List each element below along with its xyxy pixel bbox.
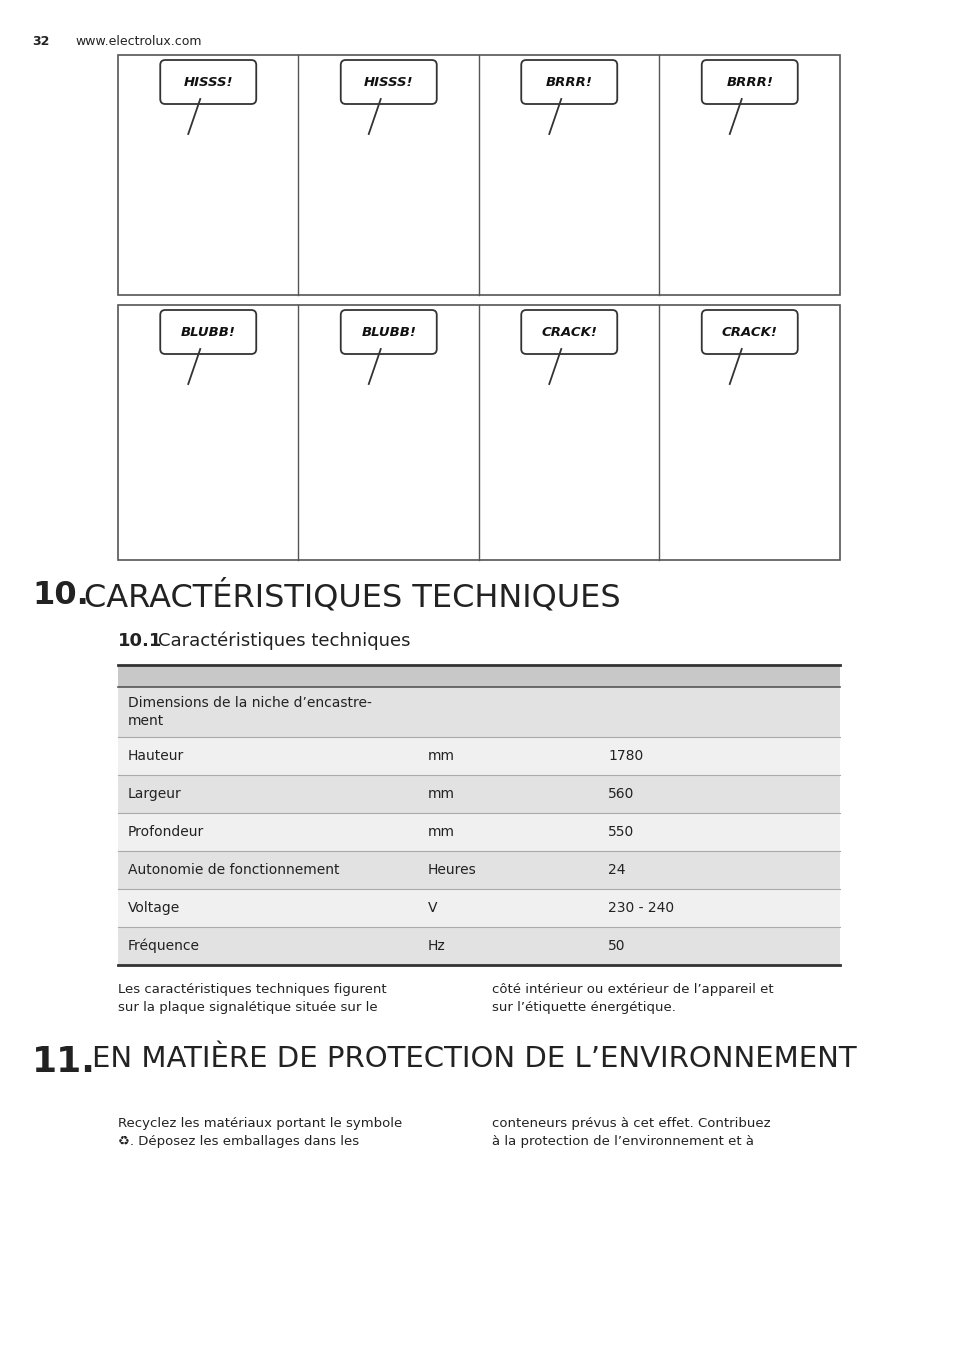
Text: V: V [428,900,437,915]
Text: mm: mm [428,749,455,764]
Text: BRRR!: BRRR! [725,76,772,88]
FancyBboxPatch shape [701,60,797,104]
Text: mm: mm [428,825,455,839]
Text: HISSS!: HISSS! [364,76,413,88]
Text: mm: mm [428,787,455,802]
FancyBboxPatch shape [701,310,797,353]
FancyBboxPatch shape [340,310,436,353]
Text: 10.1: 10.1 [118,632,162,650]
FancyBboxPatch shape [160,60,256,104]
FancyBboxPatch shape [340,60,436,104]
Text: Fréquence: Fréquence [128,938,200,953]
Text: HISSS!: HISSS! [183,76,233,88]
Text: CRACK!: CRACK! [721,325,777,338]
Bar [118,665,840,686]
FancyBboxPatch shape [520,60,617,104]
FancyBboxPatch shape [520,310,617,353]
Bar [118,812,840,852]
Text: Hauteur: Hauteur [128,749,184,764]
Text: 10.: 10. [32,580,89,611]
Text: EN MATIÈRE DE PROTECTION DE L’ENVIRONNEMENT: EN MATIÈRE DE PROTECTION DE L’ENVIRONNEM… [91,1045,856,1072]
Text: 24: 24 [607,862,625,877]
Bar [118,927,840,965]
Bar [118,56,840,295]
Text: 11.: 11. [32,1045,95,1079]
Text: Heures: Heures [428,862,476,877]
Text: Voltage: Voltage [128,900,180,915]
Text: conteneurs prévus à cet effet. Contribuez
à la protection de l’environnement et : conteneurs prévus à cet effet. Contribue… [492,1117,770,1148]
Bar [118,686,840,737]
Text: Dimensions de la niche d’encastre-
ment: Dimensions de la niche d’encastre- ment [128,696,372,727]
Text: CARACTÉRISTIQUES TECHNIQUES: CARACTÉRISTIQUES TECHNIQUES [84,580,620,613]
Text: www.electrolux.com: www.electrolux.com [75,35,201,47]
Text: BRRR!: BRRR! [545,76,592,88]
Text: Recyclez les matériaux portant le symbole
♻. Déposez les emballages dans les: Recyclez les matériaux portant le symbol… [118,1117,402,1148]
Text: CRACK!: CRACK! [540,325,597,338]
Text: 50: 50 [607,940,625,953]
Text: Largeur: Largeur [128,787,182,802]
Bar [118,737,840,774]
Text: 550: 550 [607,825,634,839]
Text: Caractéristiques techniques: Caractéristiques techniques [158,632,410,650]
Text: côté intérieur ou extérieur de l’appareil et
sur l’étiquette énergétique.: côté intérieur ou extérieur de l’apparei… [492,983,773,1014]
Bar [118,852,840,890]
Text: 560: 560 [607,787,634,802]
Text: Hz: Hz [428,940,445,953]
Text: 32: 32 [32,35,50,47]
Text: 1780: 1780 [607,749,642,764]
Text: Autonomie de fonctionnement: Autonomie de fonctionnement [128,862,339,877]
Bar [118,890,840,927]
Text: 230 - 240: 230 - 240 [607,900,674,915]
Text: BLUBB!: BLUBB! [361,325,416,338]
Text: BLUBB!: BLUBB! [181,325,235,338]
FancyBboxPatch shape [160,310,256,353]
Bar [118,305,840,561]
Text: Profondeur: Profondeur [128,825,204,839]
Bar [118,774,840,812]
Text: Les caractéristiques techniques figurent
sur la plaque signalétique située sur l: Les caractéristiques techniques figurent… [118,983,386,1014]
